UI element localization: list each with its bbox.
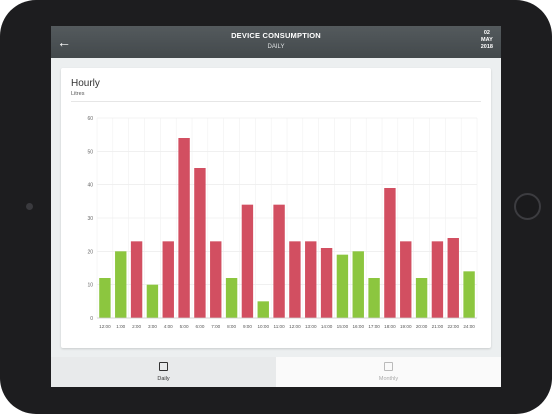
chart-title: Hourly bbox=[71, 78, 100, 89]
bar bbox=[400, 241, 412, 318]
bar bbox=[305, 241, 317, 318]
tab-daily[interactable]: Daily bbox=[51, 357, 276, 387]
y-tick-label: 40 bbox=[87, 183, 93, 189]
bar bbox=[115, 251, 127, 318]
bar bbox=[210, 241, 222, 318]
y-tick-label: 0 bbox=[90, 316, 93, 322]
bar bbox=[241, 204, 254, 318]
x-tick-label: 1:00 bbox=[116, 324, 125, 329]
date-day: 02 bbox=[483, 30, 490, 36]
camera-icon bbox=[26, 203, 33, 210]
x-tick-label: 9:00 bbox=[243, 324, 252, 329]
tab-monthly-label: Monthly bbox=[378, 376, 399, 382]
x-tick-label: 13:00 bbox=[305, 324, 317, 329]
bar bbox=[130, 241, 143, 318]
bar bbox=[225, 278, 238, 318]
y-tick-label: 10 bbox=[87, 283, 93, 289]
x-tick-label: 14:00 bbox=[321, 324, 333, 329]
x-tick-label: 3:00 bbox=[148, 324, 157, 329]
bar bbox=[336, 254, 349, 318]
bar bbox=[352, 251, 364, 318]
x-tick-label: 17:00 bbox=[368, 324, 380, 329]
bar bbox=[257, 301, 269, 318]
bar-chart: 0 10 20 30 40 50 60 12:00 1:00 2:00 3:00 4:00 5:00 6:… bbox=[87, 116, 478, 329]
x-tick-label: 16:00 bbox=[353, 324, 365, 329]
tab-daily-label: Daily bbox=[157, 376, 170, 382]
x-tick-label: 8:00 bbox=[227, 324, 236, 329]
bar bbox=[384, 188, 396, 318]
x-tick-label: 22:00 bbox=[448, 324, 460, 329]
page-title: DEVICE CONSUMPTION bbox=[231, 31, 321, 40]
bar bbox=[415, 278, 428, 318]
divider bbox=[71, 101, 481, 102]
tab-monthly[interactable]: Monthly bbox=[276, 357, 501, 387]
x-tick-label: 12:00 bbox=[289, 324, 301, 329]
bottom-nav: Daily Monthly bbox=[51, 357, 501, 387]
bar bbox=[273, 204, 285, 318]
bar bbox=[320, 248, 333, 318]
x-tick-label: 10:00 bbox=[258, 324, 270, 329]
x-tick-label: 21:00 bbox=[432, 324, 444, 329]
x-tick-label: 20:00 bbox=[416, 324, 428, 329]
app-screen: ← DEVICE CONSUMPTION DAILY 02 MAY 2018 H… bbox=[51, 26, 501, 387]
y-tick-label: 50 bbox=[87, 149, 93, 155]
calendar-icon bbox=[384, 362, 393, 371]
x-tick-label: 4:00 bbox=[164, 324, 173, 329]
x-tick-label: 24:00 bbox=[463, 324, 475, 329]
bar bbox=[447, 238, 459, 318]
date-month: MAY bbox=[481, 37, 493, 43]
y-tick-label: 60 bbox=[87, 116, 93, 122]
x-tick-label: 5:00 bbox=[180, 324, 189, 329]
x-tick-label: 2:00 bbox=[132, 324, 141, 329]
x-tick-label: 11:00 bbox=[274, 324, 286, 329]
x-tick-label: 19:00 bbox=[400, 324, 412, 329]
date-year: 2018 bbox=[480, 44, 493, 50]
bar bbox=[289, 241, 301, 318]
arrow-left-icon[interactable]: ← bbox=[57, 34, 71, 50]
x-tick-label: 15:00 bbox=[337, 324, 349, 329]
bar bbox=[463, 271, 475, 318]
x-tick-label: 7:00 bbox=[211, 324, 220, 329]
calendar-icon bbox=[159, 362, 168, 371]
bar bbox=[162, 241, 174, 318]
bar bbox=[99, 278, 111, 318]
y-tick-label: 30 bbox=[87, 216, 93, 222]
bar bbox=[194, 168, 206, 318]
bar bbox=[368, 278, 380, 318]
home-button[interactable] bbox=[514, 193, 541, 220]
bar bbox=[178, 138, 190, 318]
x-tick-label: 12:00 bbox=[99, 324, 111, 329]
chart-unit-label: Litres bbox=[71, 91, 85, 97]
x-tick-label: 6:00 bbox=[195, 324, 204, 329]
y-tick-label: 20 bbox=[87, 249, 93, 255]
x-tick-label: 18:00 bbox=[384, 324, 396, 329]
bar bbox=[431, 241, 444, 318]
app-bar: ← DEVICE CONSUMPTION DAILY 02 MAY 2018 bbox=[51, 26, 501, 58]
bar bbox=[146, 284, 159, 318]
page-subtitle: DAILY bbox=[267, 44, 285, 50]
date-display[interactable]: 02 MAY 2018 bbox=[481, 30, 493, 51]
chart-card: Hourly Litres 0 10 20 30 40 50 60 12:00 1:00 2:00… bbox=[61, 68, 491, 348]
